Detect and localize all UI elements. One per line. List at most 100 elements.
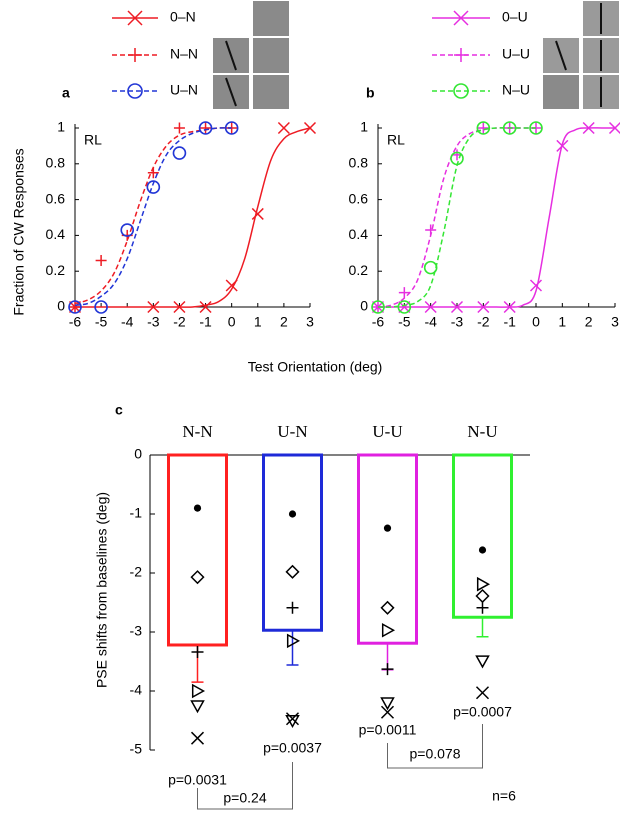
panel-label: b	[366, 85, 375, 101]
annotation: p=0.078	[410, 746, 461, 762]
legend-label: N–N	[170, 46, 198, 62]
data-point	[398, 300, 411, 314]
x-axis-label: Test Orientation (deg)	[248, 359, 383, 375]
legend-label: U–N	[170, 82, 198, 98]
data-point	[172, 146, 187, 160]
y-tick-label: 0	[57, 298, 65, 314]
data-point	[68, 300, 82, 314]
data-point	[529, 121, 543, 135]
y-tick-label: 0.8	[349, 155, 369, 171]
legend-marker	[128, 48, 142, 62]
subject-point	[193, 504, 202, 512]
panel-label: a	[62, 85, 70, 101]
data-point	[69, 301, 81, 313]
subject-point	[475, 655, 490, 669]
y-axis-label: Fraction of CW Responses	[11, 148, 27, 315]
data-point	[608, 121, 620, 135]
subject-point	[285, 564, 300, 579]
data-point	[397, 300, 412, 314]
subject-point	[380, 600, 395, 615]
data-point	[251, 207, 264, 220]
data-point	[147, 300, 160, 314]
panel-annotation: RL	[84, 132, 102, 148]
y-tick-label: 0	[134, 446, 142, 462]
subject-point	[191, 646, 204, 659]
data-point	[173, 122, 185, 134]
category-label: N-N	[182, 422, 212, 441]
subject-point	[380, 705, 395, 719]
subject-point	[190, 700, 205, 714]
y-tick-label: 0.2	[349, 262, 369, 278]
data-point	[224, 121, 239, 135]
y-tick-label: 0.2	[46, 262, 66, 278]
x-tick-label: -5	[398, 314, 411, 330]
x-tick-label: -4	[121, 314, 134, 330]
fit-curve	[74, 127, 232, 306]
data-point	[582, 121, 595, 135]
subject-point	[380, 697, 395, 711]
fit-curve	[74, 127, 311, 308]
x-tick-label: 1	[254, 314, 262, 330]
x-tick-label: 3	[306, 314, 314, 330]
x-tick-label: 2	[585, 314, 593, 330]
subject-point	[285, 714, 300, 729]
x-tick-label: 0	[532, 314, 540, 330]
x-tick-label: -3	[451, 314, 464, 330]
bracket	[387, 724, 483, 769]
y-axis-label: PSE shifts from baselines (deg)	[94, 492, 110, 688]
data-point	[173, 300, 186, 314]
subject-point	[286, 633, 301, 649]
annotation: p=0.0007	[453, 704, 512, 720]
data-point	[225, 279, 238, 292]
y-tick-label: 0.4	[46, 226, 66, 242]
x-tick-label: -2	[173, 314, 186, 330]
texture-swatch	[543, 75, 579, 109]
legend-marker	[453, 83, 469, 99]
data-point	[424, 300, 437, 314]
category-label: U-N	[277, 422, 307, 441]
texture-line	[225, 77, 237, 107]
fit-curve	[74, 127, 232, 305]
panel-annotation: RL	[387, 132, 405, 148]
subject-point	[286, 601, 299, 614]
x-tick-label: 2	[280, 314, 288, 330]
legend-marker	[454, 48, 468, 62]
x-tick-label: -6	[372, 314, 385, 330]
annotation: n=6	[492, 788, 516, 804]
y-tick-label: -3	[130, 623, 143, 639]
legend-textures	[213, 1, 619, 109]
annotation: p=0.24	[223, 790, 266, 806]
data-point	[371, 300, 385, 314]
data-point	[303, 121, 317, 135]
bar	[167, 453, 228, 647]
x-tick-label: -6	[69, 314, 82, 330]
error-bar	[476, 617, 489, 638]
x-tick-label: 1	[558, 314, 566, 330]
y-tick-label: -4	[130, 682, 143, 698]
texture-line	[225, 40, 237, 71]
legend-marker	[127, 83, 143, 99]
data-point	[502, 121, 517, 135]
error-bar	[286, 630, 299, 666]
subject-point	[475, 588, 490, 604]
x-tick-label: -1	[503, 314, 516, 330]
y-tick-label: 0.6	[349, 190, 369, 206]
x-tick-label: -1	[199, 314, 212, 330]
subject-point	[381, 622, 396, 638]
x-tick-label: -2	[477, 314, 490, 330]
data-point	[198, 121, 213, 135]
subject-point	[285, 712, 300, 726]
data-point	[94, 300, 108, 314]
legend-label: U–U	[502, 46, 530, 62]
data-point	[450, 151, 464, 166]
y-tick-label: 0.4	[349, 226, 369, 242]
data-point	[450, 300, 464, 314]
category-label: U-U	[372, 422, 402, 441]
legend-label: N–U	[502, 82, 530, 98]
y-tick-label: -2	[130, 564, 143, 580]
panel-label: c	[115, 402, 123, 418]
data-point	[425, 224, 437, 236]
bar	[452, 453, 513, 619]
data-point	[277, 121, 290, 135]
